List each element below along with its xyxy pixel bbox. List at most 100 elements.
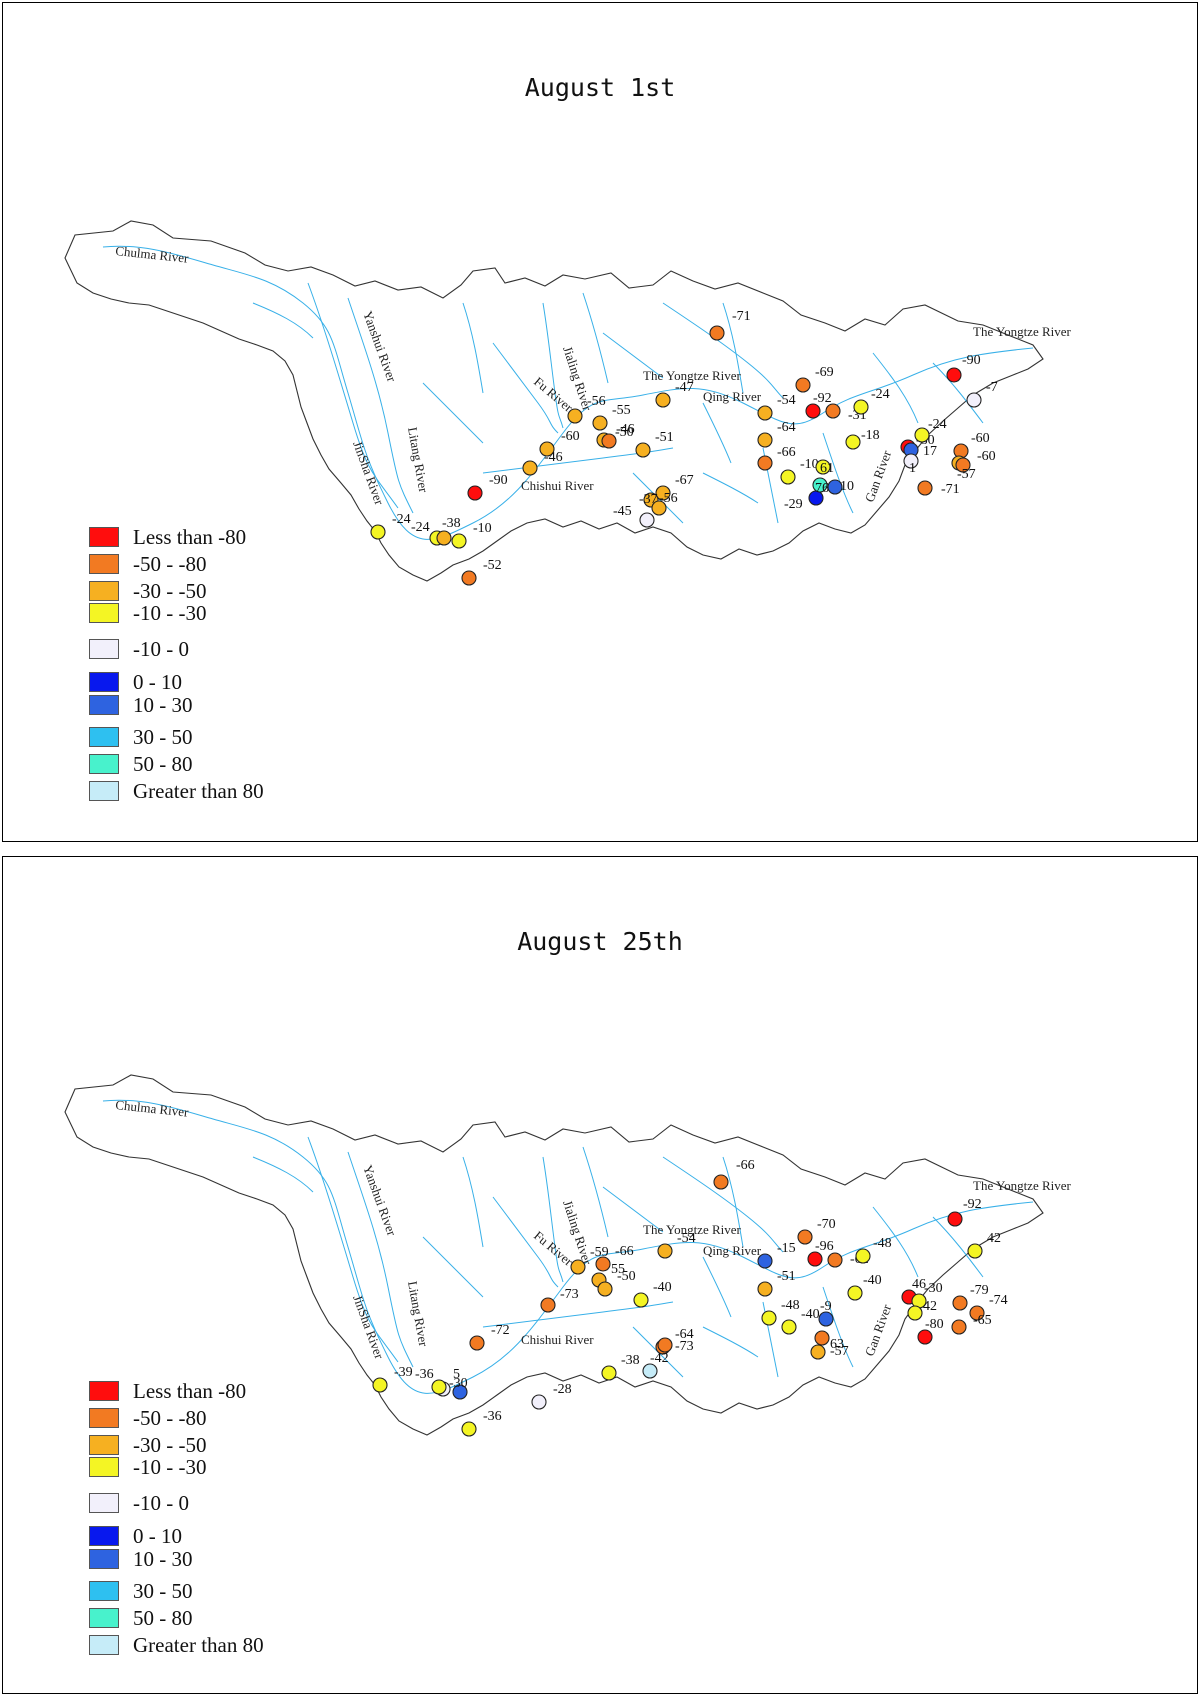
- station-marker[interactable]: [452, 1384, 468, 1400]
- station-marker[interactable]: [807, 1251, 823, 1267]
- station-marker[interactable]: [967, 1243, 983, 1259]
- station-marker[interactable]: [907, 1305, 923, 1321]
- river-line: [602, 332, 664, 379]
- station-marker[interactable]: [601, 1365, 617, 1381]
- station-marker[interactable]: [815, 459, 831, 475]
- station-marker[interactable]: [567, 408, 583, 424]
- station-value-label: 1: [909, 461, 916, 476]
- river-line: [307, 282, 399, 509]
- station-marker[interactable]: [847, 1285, 863, 1301]
- station-value-label: -57: [957, 467, 976, 482]
- station-marker[interactable]: [818, 1311, 834, 1327]
- station-value-label: -60: [561, 429, 580, 444]
- river-line: [482, 1301, 674, 1328]
- legend-swatch: [89, 1526, 119, 1546]
- station-marker[interactable]: [805, 403, 821, 419]
- station-marker[interactable]: [657, 1243, 673, 1259]
- station-marker[interactable]: [540, 1297, 556, 1313]
- station-value-label: -52: [483, 558, 502, 573]
- station-marker[interactable]: [597, 1281, 613, 1297]
- station-marker[interactable]: [713, 1174, 729, 1190]
- legend-swatch: [89, 581, 119, 601]
- station-value-label: -40: [801, 1307, 820, 1322]
- station-marker[interactable]: [655, 392, 671, 408]
- station-marker[interactable]: [827, 1252, 843, 1268]
- station-marker[interactable]: [946, 367, 962, 383]
- station-marker[interactable]: [469, 1335, 485, 1351]
- legend-label: 10 - 30: [133, 1547, 193, 1571]
- station-marker[interactable]: [845, 434, 861, 450]
- station-marker[interactable]: [951, 1319, 967, 1335]
- station-marker[interactable]: [651, 500, 667, 516]
- station-marker[interactable]: [531, 1394, 547, 1410]
- legend-swatch: [89, 781, 119, 801]
- station-marker[interactable]: [917, 1329, 933, 1345]
- station-marker[interactable]: [757, 1281, 773, 1297]
- station-marker[interactable]: [709, 325, 725, 341]
- map-panel-august-25: Chulma River Yanshui River JinSha River Lit…: [2, 856, 1198, 1694]
- station-marker[interactable]: [795, 377, 811, 393]
- station-value-label: -73: [560, 1287, 579, 1302]
- station-marker[interactable]: [633, 1292, 649, 1308]
- station-marker[interactable]: [952, 1295, 968, 1311]
- station-value-label: 5: [453, 1367, 460, 1382]
- station-marker[interactable]: [757, 432, 773, 448]
- station-marker[interactable]: [522, 460, 538, 476]
- legend-swatch: [89, 639, 119, 659]
- river-label-chishui: Chishui River: [521, 478, 594, 493]
- station-marker[interactable]: [757, 455, 773, 471]
- station-marker[interactable]: [467, 485, 483, 501]
- basin-outline: [64, 1074, 1044, 1436]
- station-marker[interactable]: [917, 480, 933, 496]
- station-value-label: -38: [621, 1353, 640, 1368]
- station-value-label: -59: [590, 1245, 609, 1260]
- legend-label: Less than -80: [133, 525, 247, 549]
- station-marker[interactable]: [592, 415, 608, 431]
- station-marker[interactable]: [657, 1337, 673, 1353]
- station-marker[interactable]: [903, 453, 919, 469]
- station-value-label: -37: [639, 492, 658, 507]
- station-marker[interactable]: [855, 1248, 871, 1264]
- station-marker[interactable]: [601, 433, 617, 449]
- river-line: [722, 302, 744, 394]
- station-marker[interactable]: [431, 1379, 447, 1395]
- legend-swatch: [89, 1435, 119, 1455]
- station-marker[interactable]: [810, 1344, 826, 1360]
- station-marker[interactable]: [642, 1363, 658, 1379]
- station-marker[interactable]: [761, 1310, 777, 1326]
- station-value-label: -67: [675, 473, 694, 488]
- station-marker[interactable]: [966, 392, 982, 408]
- legend-label: 30 - 50: [133, 1579, 193, 1603]
- station-marker[interactable]: [570, 1259, 586, 1275]
- station-marker[interactable]: [780, 469, 796, 485]
- station-marker[interactable]: [757, 1253, 773, 1269]
- legend-label: Greater than 80: [133, 779, 264, 803]
- station-marker[interactable]: [825, 403, 841, 419]
- station-marker[interactable]: [461, 1421, 477, 1437]
- legend-swatch: [89, 554, 119, 574]
- station-marker[interactable]: [655, 485, 671, 501]
- station-marker[interactable]: [451, 533, 467, 549]
- station-marker[interactable]: [947, 1211, 963, 1227]
- station-marker[interactable]: [372, 1377, 388, 1393]
- station-marker[interactable]: [853, 399, 869, 415]
- river-network: [102, 245, 1034, 540]
- station-marker[interactable]: [461, 570, 477, 586]
- legend-swatch: [89, 1493, 119, 1513]
- station-marker[interactable]: [639, 512, 655, 528]
- station-marker[interactable]: [955, 457, 971, 473]
- station-marker[interactable]: [797, 1229, 813, 1245]
- station-marker[interactable]: [814, 1330, 830, 1346]
- station-marker[interactable]: [812, 477, 828, 493]
- station-marker[interactable]: [827, 479, 843, 495]
- station-marker[interactable]: [595, 1256, 611, 1272]
- station-marker[interactable]: [757, 405, 773, 421]
- station-marker[interactable]: [539, 441, 555, 457]
- station-marker[interactable]: [781, 1319, 797, 1335]
- legend-swatch: [89, 754, 119, 774]
- station-marker[interactable]: [969, 1305, 985, 1321]
- station-marker[interactable]: [370, 524, 386, 540]
- station-marker[interactable]: [914, 427, 930, 443]
- station-marker[interactable]: [635, 442, 651, 458]
- station-marker[interactable]: [436, 530, 452, 546]
